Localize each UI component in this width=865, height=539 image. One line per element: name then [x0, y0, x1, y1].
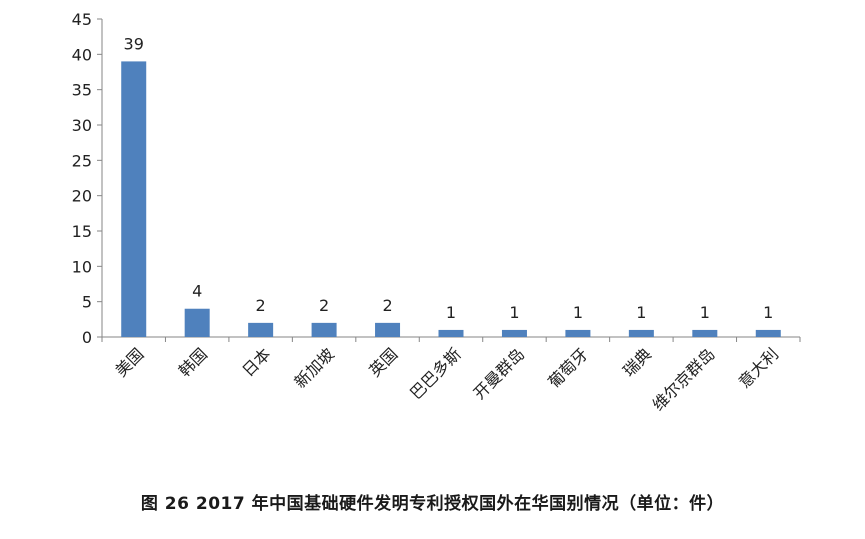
y-tick-label: 5 — [82, 293, 92, 312]
category-label: 葡萄牙 — [544, 344, 591, 391]
data-label: 39 — [124, 34, 144, 53]
data-label: 1 — [446, 303, 456, 322]
category-label: 日本 — [238, 344, 274, 380]
y-tick-label: 30 — [72, 116, 92, 135]
bar-chart: 0 5 10 15 20 25 30 35 40 45 39 4 2 2 2 1 1 1 1 1 1 美国 韩国 日本 新加… — [72, 10, 801, 414]
bars — [121, 61, 781, 338]
y-tick-label: 15 — [72, 222, 92, 241]
y-tick-label: 0 — [82, 328, 92, 347]
bar — [184, 308, 210, 337]
bar — [248, 322, 274, 337]
data-label: 1 — [636, 303, 646, 322]
y-tick-label: 40 — [72, 45, 92, 64]
y-tick-label: 35 — [72, 81, 92, 100]
category-label: 英国 — [365, 344, 401, 380]
bar — [501, 329, 527, 337]
category-label: 巴巴多斯 — [406, 344, 465, 403]
bar — [121, 61, 147, 338]
category-label: 意大利 — [735, 344, 782, 391]
y-axis: 0 5 10 15 20 25 30 35 40 45 — [72, 10, 103, 347]
figure-caption: 图 26 2017 年中国基础硬件发明专利授权国外在华国别情况（单位：件） — [140, 494, 725, 514]
data-label: 1 — [700, 303, 710, 322]
data-label: 4 — [192, 282, 202, 301]
bar — [565, 329, 591, 337]
y-tick-label: 10 — [72, 257, 92, 276]
y-tick-label: 20 — [72, 187, 92, 206]
y-tick-label: 25 — [72, 151, 92, 170]
data-label: 2 — [382, 296, 392, 315]
category-label: 韩国 — [175, 344, 211, 380]
x-axis — [101, 336, 801, 342]
y-tick-label: 45 — [72, 10, 92, 29]
category-label: 新加坡 — [291, 344, 338, 391]
data-label: 1 — [763, 303, 773, 322]
bar — [692, 329, 718, 337]
category-label: 瑞典 — [619, 344, 655, 380]
category-label: 开曼群岛 — [470, 344, 529, 403]
category-label: 美国 — [111, 344, 147, 380]
category-label: 维尔京群岛 — [649, 344, 719, 414]
bar — [311, 322, 337, 337]
data-label: 2 — [256, 296, 266, 315]
data-label: 2 — [319, 296, 329, 315]
bar — [375, 322, 401, 337]
bar — [438, 329, 464, 337]
bar — [628, 329, 654, 337]
bar — [755, 329, 781, 337]
value-labels: 39 4 2 2 2 1 1 1 1 1 1 — [124, 34, 774, 322]
data-label: 1 — [573, 303, 583, 322]
data-label: 1 — [509, 303, 519, 322]
